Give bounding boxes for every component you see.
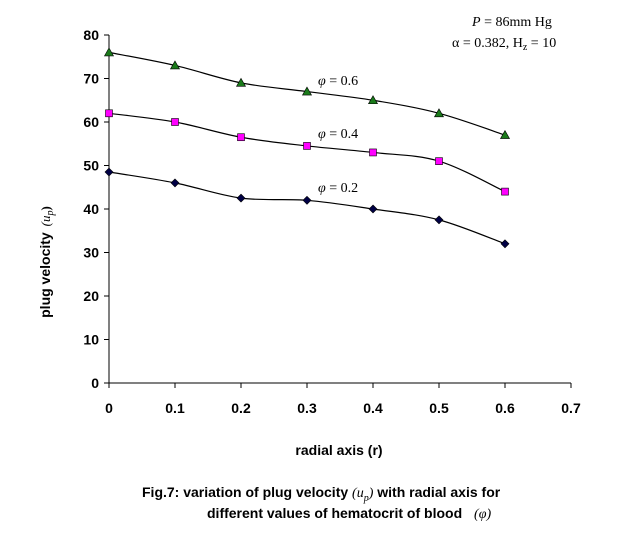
marker-triangle	[499, 129, 511, 139]
marker-triangle	[301, 86, 313, 96]
annotation-alpha-text: α = 0.382, H	[452, 36, 523, 51]
marker-square	[171, 118, 179, 126]
caption-symbol-open: (u	[352, 486, 364, 501]
y-tick-label: 20	[83, 288, 99, 304]
series-label-phi-0-2-symbol: φ	[318, 181, 326, 196]
caption-symbol-phi: (φ)	[474, 507, 492, 522]
caption-text-c: different values of hematocrit of blood	[207, 505, 463, 521]
marker-square	[369, 148, 377, 157]
y-axis-symbol: (u	[38, 215, 53, 226]
y-axis-title-text: plug velocity	[37, 232, 53, 318]
x-tick-label: 0.4	[363, 400, 383, 416]
series-label-phi-0-4: φ = 0.4	[318, 127, 358, 142]
marker-diamond	[500, 239, 510, 249]
x-axis-title: radial axis (r)	[295, 442, 382, 458]
y-tick-label: 0	[91, 375, 99, 391]
marker-square	[303, 142, 311, 150]
annotation-pressure-rest: = 86mm Hg	[481, 15, 552, 30]
series-label-phi-0-6-symbol: φ	[318, 74, 326, 89]
marker-square	[237, 133, 245, 142]
annotation-pressure: P = 86mm Hg	[471, 15, 552, 30]
series-label-phi-0-6-eq: = 0.6	[326, 74, 358, 89]
annotation-pressure-var: P	[471, 15, 481, 30]
marker-square	[435, 157, 443, 165]
annotation-hz-rest: = 10	[527, 36, 556, 51]
x-tick-label: 0.7	[561, 400, 581, 416]
marker-triangle	[235, 77, 247, 87]
marker-triangle	[103, 47, 115, 57]
figure-caption-line-2: different values of hematocrit of blood …	[207, 505, 491, 523]
x-tick-label: 0	[105, 400, 113, 416]
y-axis-symbol-sub: p	[45, 210, 56, 216]
y-tick-label: 10	[83, 332, 99, 348]
caption-symbol: (up)	[352, 486, 374, 504]
x-tick-label: 0.5	[429, 400, 449, 416]
annotation-hz-sub: z	[523, 42, 528, 53]
y-tick-label: 70	[83, 71, 99, 87]
caption-text-b: with radial axis for	[377, 484, 501, 500]
marker-diamond	[302, 195, 312, 205]
series-markers	[103, 47, 511, 249]
y-tick-label: 30	[83, 245, 99, 261]
marker-triangle	[169, 60, 181, 70]
y-tick-label: 60	[83, 114, 99, 130]
y-tick-label: 40	[83, 201, 99, 217]
marker-diamond	[170, 178, 180, 188]
series-label-phi-0-2-eq: = 0.2	[326, 181, 358, 196]
caption-symbol-sub: p	[363, 492, 369, 504]
series-label-phi-0-6: φ = 0.6	[318, 74, 358, 89]
axes	[104, 34, 572, 388]
marker-square	[105, 109, 113, 118]
x-tick-label: 0.1	[165, 400, 185, 416]
marker-diamond	[368, 204, 378, 214]
series-line-2	[108, 112, 506, 193]
marker-square	[501, 187, 509, 196]
y-axis-symbol-close: )	[38, 206, 53, 210]
series-label-phi-0-4-symbol: φ	[318, 127, 326, 142]
series-label-phi-0-4-eq: = 0.4	[326, 127, 358, 142]
y-axis-title: plug velocity (up)	[37, 206, 56, 318]
y-tick-label: 80	[83, 27, 99, 43]
series-line-3	[108, 171, 506, 245]
x-tick-label: 0.6	[495, 400, 515, 416]
marker-triangle	[433, 108, 445, 118]
caption-symbol-close: )	[368, 486, 374, 501]
marker-triangle	[367, 95, 379, 105]
figure-caption-line-1: Fig.7: variation of plug velocity (up) w…	[142, 484, 500, 504]
x-tick-label: 0.2	[231, 400, 251, 416]
x-tick-label: 0.3	[297, 400, 317, 416]
marker-diamond	[236, 193, 246, 203]
tick-labels: 0 10 20 30 40 50 60 70 80 0 0.1 0.2 0.3 0.4 0.5 0.6 0.7	[83, 27, 581, 416]
annotation-alpha-hz: α = 0.382, Hz = 10	[452, 36, 556, 53]
series-label-phi-0-2: φ = 0.2	[318, 181, 358, 196]
marker-diamond	[434, 215, 444, 225]
caption-text-a: Fig.7: variation of plug velocity	[142, 484, 349, 500]
y-tick-label: 50	[83, 158, 99, 174]
marker-diamond	[104, 167, 114, 177]
